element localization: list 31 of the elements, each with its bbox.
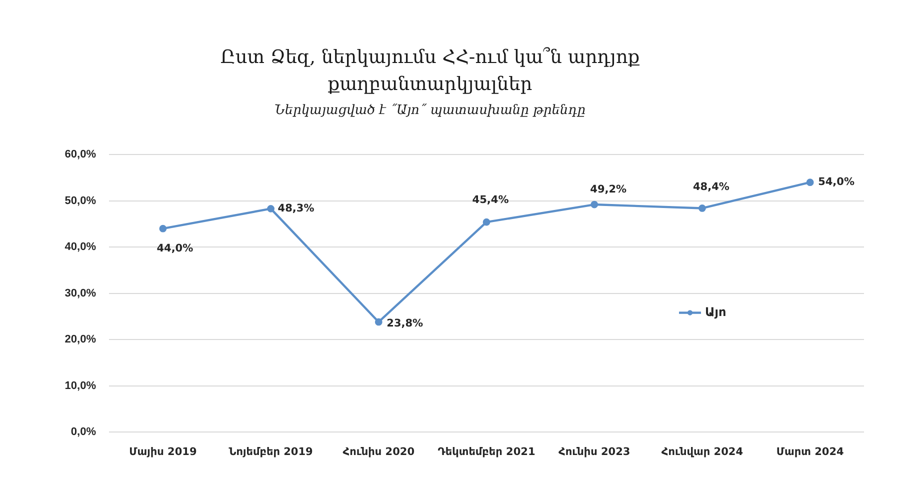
data-label: 54,0% [818,176,855,188]
point [159,224,167,232]
y-tick-label: 60,0% [64,148,96,161]
chart-subtitle: Ներկայացված է ˝Այո˝ պատասխանը թրենդը [274,102,586,120]
data-label: 49,2% [590,183,628,196]
point [374,318,382,326]
legend-label: Այո [705,304,726,319]
data-label: 23,8% [386,318,424,330]
point [698,204,706,212]
point [267,204,274,212]
data-label: 48,3% [278,202,315,214]
y-tick-label: 20,0% [64,334,96,346]
point [482,218,490,226]
x-tick-label: Հունիս 2020 [342,446,415,458]
y-tick-label: 10,0% [64,380,96,392]
y-tick-label: 0,0% [70,426,96,438]
y-tick-label: 30,0% [64,287,96,300]
data-label: 45,4% [472,194,510,206]
chart-title: Ըստ Ձեզ, ներկայումս ՀՀ-ում կա՞ն արդյոք քաղբանտարկյալներ [219,46,641,97]
point [590,200,598,208]
data-label: 44,0% [156,242,194,254]
x-tick-label: Մարտ 2024 [776,446,844,458]
x-tick-label: Մայիս 2019 [129,446,197,458]
x-tick-label: Դեկտեմբեր 2021 [438,446,536,458]
data-label: 48,4% [692,180,730,193]
x-tick-label: Նոյեմբեր 2019 [228,446,313,458]
y-tick-label: 50,0% [64,194,96,207]
x-tick-label: Հունիս 2023 [558,446,630,458]
y-tick-label: 40,0% [64,241,96,254]
point [806,178,814,186]
x-tick-label: Հունվար 2024 [661,446,744,458]
